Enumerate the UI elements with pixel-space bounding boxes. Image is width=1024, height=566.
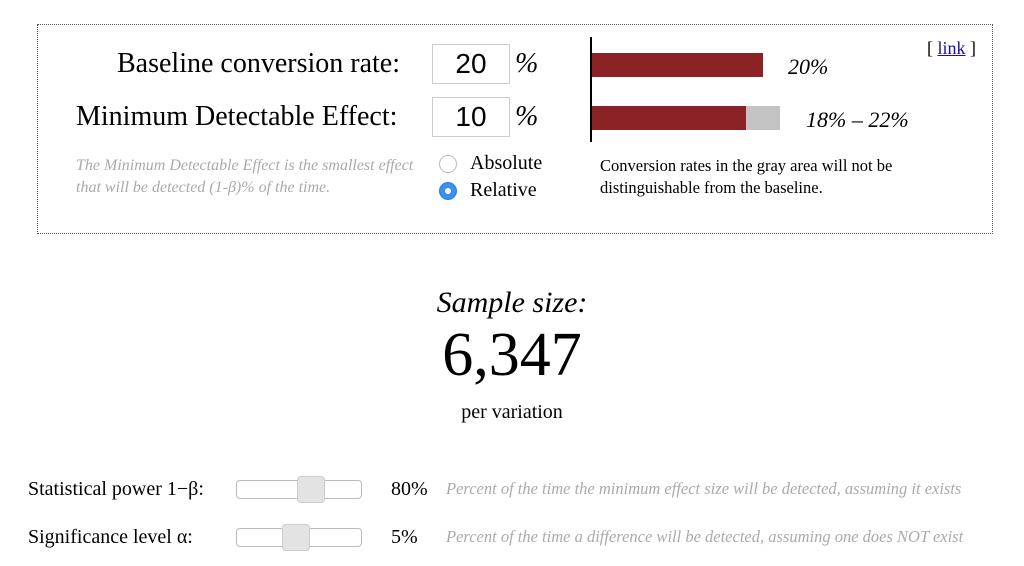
significance-slider-thumb[interactable]: [282, 524, 310, 551]
relative-radio-label[interactable]: Relative: [470, 179, 537, 201]
significance-label: Significance level α:: [28, 526, 193, 548]
result-subtitle: per variation: [461, 401, 563, 423]
range-low-bar: [592, 106, 746, 130]
significance-description: Percent of the time a difference will be…: [446, 527, 964, 546]
baseline-bar-label: 20%: [788, 54, 829, 79]
mde-unit: %: [515, 101, 539, 132]
bar-axis: [590, 37, 592, 142]
gray-area-note: Conversion rates in the gray area will n…: [600, 156, 893, 197]
mde-label: Minimum Detectable Effect:: [76, 101, 398, 132]
baseline-input[interactable]: 20: [432, 44, 510, 84]
relative-radio[interactable]: [439, 182, 457, 200]
power-slider-thumb[interactable]: [297, 476, 325, 503]
absolute-radio[interactable]: [439, 155, 457, 173]
mde-hint: The Minimum Detectable Effect is the sma…: [76, 157, 414, 196]
significance-slider[interactable]: [236, 524, 362, 551]
baseline-bar: [592, 53, 763, 77]
range-bar-label: 18% – 22%: [806, 107, 909, 132]
calculator-panel: [37, 24, 993, 234]
baseline-unit: %: [515, 48, 539, 79]
power-label: Statistical power 1−β:: [28, 478, 204, 500]
baseline-label: Baseline conversion rate:: [117, 48, 401, 79]
power-value: 80%: [391, 478, 428, 500]
indistinguishable-range-bar: [745, 106, 781, 130]
result-title: Sample size:: [436, 286, 588, 319]
power-description: Percent of the time the minimum effect s…: [446, 479, 962, 498]
sample-size-value: 6,347: [442, 321, 582, 389]
permalink[interactable]: [ link ]: [927, 38, 977, 58]
link-text[interactable]: link: [937, 38, 966, 58]
absolute-radio-label[interactable]: Absolute: [470, 152, 543, 174]
power-slider[interactable]: [236, 476, 362, 503]
mde-input[interactable]: 10: [432, 97, 510, 137]
significance-value: 5%: [391, 526, 418, 548]
